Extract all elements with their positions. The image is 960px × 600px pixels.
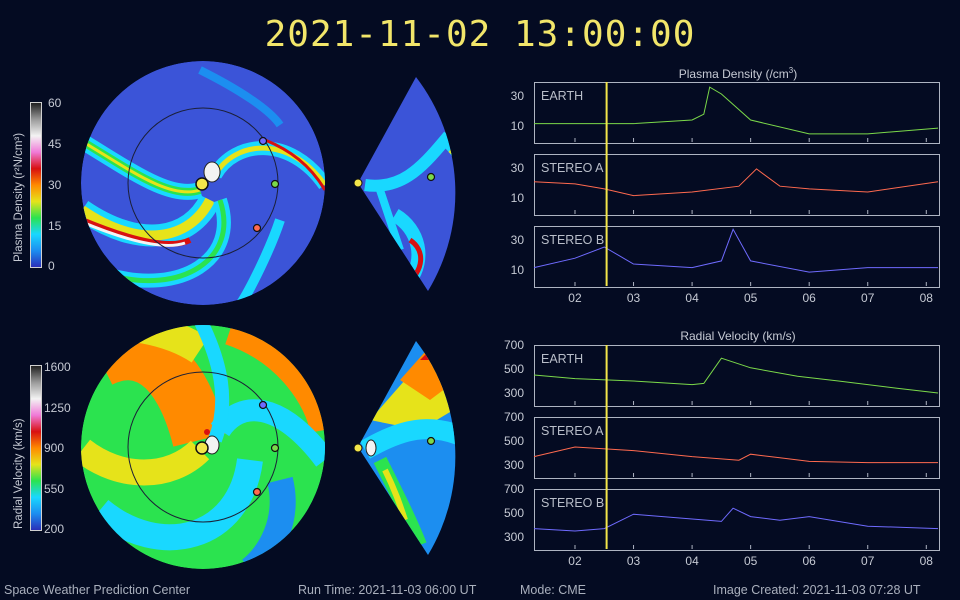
ytick: 10 [510,263,524,277]
density-stereo-b-line [533,228,938,273]
velocity-stereo-b-line [533,507,939,532]
ytick: 30 [510,161,524,175]
stereo-b-marker [258,136,268,146]
density-tick-0: 0 [48,259,55,273]
density-tick-30: 30 [48,178,62,192]
ytick: 500 [503,506,524,520]
ytick: 30 [510,233,524,247]
ytick: 300 [503,386,524,400]
footer-org: Space Weather Prediction Center [4,583,190,597]
x-tick-label: 08 [919,291,933,305]
velocity-panel-stereo-b: STEREO B [534,489,940,551]
x-tick-label: 04 [685,291,699,305]
stereo-a-marker [252,223,262,233]
ytick: 300 [503,458,524,472]
velocity-colorbar [30,365,42,531]
velocity-plot-title: Radial Velocity (km/s) [680,329,796,343]
panel-label: EARTH [541,89,584,103]
x-tick-label: 05 [743,291,758,305]
density-plot-title-text: Plasma Density (/cm [678,67,789,81]
x-tick-label: 06 [802,554,816,568]
x-tick-label: 08 [919,554,933,568]
density-panel-stereo-a: STEREO A [534,154,940,216]
ytick: 10 [510,191,524,205]
velocity-stereo-a-line [533,446,938,464]
density-tick-60: 60 [48,96,62,110]
density-tick-15: 15 [48,219,62,233]
earth-marker [270,179,280,189]
x-tick-label: 03 [626,554,641,568]
x-tick-label: 07 [861,291,875,305]
panel-label: STEREO B [541,496,605,510]
panel-label: STEREO A [541,424,604,438]
x-tick-label: 06 [802,291,816,305]
density-colorbar [30,102,42,268]
timestamp: 2021-11-02 13:00:00 [264,14,696,55]
footer-mode: Mode: CME [520,583,586,597]
velocity-tick-900: 900 [44,441,65,455]
velocity-tick-1600: 1600 [44,360,71,374]
ytick: 700 [503,482,524,496]
x-tick-label: 02 [568,554,582,568]
density-earth-line [534,86,939,135]
velocity-tick-550: 550 [44,482,65,496]
density-plot-title-end: ) [793,67,798,81]
density-plot-title: Plasma Density (/cm3) [536,66,940,81]
panel-label: STEREO A [541,161,604,175]
ytick: 500 [503,434,524,448]
density-tick-45: 45 [48,137,62,151]
ytick: 500 [503,362,524,376]
panel-label: EARTH [541,352,584,366]
footer-run-time: Run Time: 2021-11-03 06:00 UT [298,583,477,597]
velocity-tick-1250: 1250 [44,401,71,415]
footer-created: Image Created: 2021-11-03 07:28 UT [713,583,921,597]
density-plot-title-sup: 3 [788,66,794,75]
panel-label: STEREO B [541,233,605,247]
velocity-panel-earth: EARTH [534,345,940,407]
ytick: 700 [503,338,524,352]
ytick: 30 [510,89,524,103]
density-stereo-a-line [533,168,939,197]
velocity-earth-line [533,357,939,394]
velocity-tick-200: 200 [44,522,65,536]
ytick: 300 [503,530,524,544]
ytick: 700 [503,410,524,424]
x-tick-label: 05 [743,554,758,568]
sun-icon [195,177,209,191]
velocity-panel-stereo-a: STEREO A [534,417,940,479]
x-tick-label: 03 [626,291,641,305]
ytick: 10 [510,119,524,133]
x-tick-label: 07 [861,554,875,568]
x-tick-label: 04 [685,554,699,568]
x-tick-label: 02 [568,291,582,305]
